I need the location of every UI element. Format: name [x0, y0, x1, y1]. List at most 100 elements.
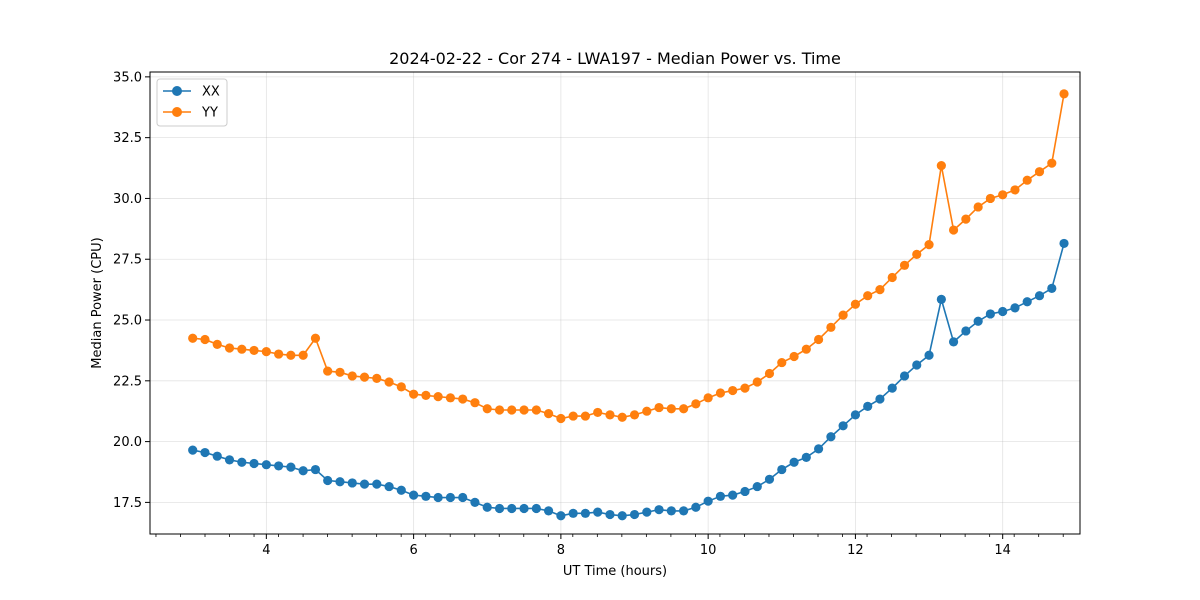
series-xx-point	[445, 492, 456, 503]
series-yy-point	[703, 393, 713, 403]
series-xx-point	[1010, 303, 1020, 313]
series-xx-point	[200, 447, 210, 458]
series-xx-point	[850, 410, 861, 420]
series-xx-point	[372, 479, 382, 489]
series-yy-point	[200, 334, 210, 345]
series-xx-point	[458, 492, 468, 503]
series-xx-point	[494, 503, 505, 514]
series-yy-point	[556, 413, 566, 424]
series-yy-point	[188, 333, 198, 343]
series-yy-point	[617, 412, 627, 422]
series-xx-point	[740, 486, 750, 497]
series-xx-point	[777, 464, 787, 475]
series-yy-point	[801, 344, 811, 354]
series-yy-point	[384, 377, 394, 387]
series-xx-point	[948, 337, 959, 347]
series-yy-point	[274, 349, 284, 359]
series-xx-point	[249, 458, 259, 469]
series-yy-point	[580, 411, 591, 421]
series-yy-point	[629, 410, 640, 420]
series-yy-point	[335, 367, 345, 377]
legend-xx-marker	[172, 86, 182, 96]
series-xx-point	[335, 477, 345, 487]
series-xx-point	[323, 475, 333, 486]
series-xx-point	[703, 496, 713, 506]
series-yy-point	[470, 398, 480, 408]
series-yy-point	[593, 407, 603, 418]
x-tick-label: 6	[409, 543, 417, 558]
series-yy-point	[421, 390, 431, 400]
series-xx-point	[1022, 297, 1032, 307]
series-yy-point	[924, 240, 934, 250]
y-tick-label: 22.5	[113, 374, 142, 389]
series-yy-point	[372, 373, 382, 383]
series-xx-point	[728, 490, 738, 500]
series-xx-point	[826, 432, 836, 442]
series-yy-point	[310, 333, 321, 343]
legend-yy-marker	[172, 107, 182, 117]
series-yy-point	[936, 161, 946, 171]
series-yy-point	[445, 393, 456, 403]
series-xx-point	[985, 309, 995, 319]
series-yy-point	[838, 310, 848, 320]
series-xx-point	[789, 457, 799, 467]
legend-yy-label: YY	[201, 106, 218, 121]
series-yy-point	[323, 366, 333, 376]
series-xx-point	[396, 485, 406, 495]
series-yy-point	[1059, 89, 1069, 99]
series-yy-point	[715, 388, 726, 398]
series-xx-point	[580, 508, 591, 518]
series-yy-point	[409, 389, 419, 399]
series-yy-point	[642, 406, 652, 416]
series-xx-point	[752, 481, 762, 492]
y-tick-label: 35.0	[113, 70, 142, 85]
series-yy-point	[875, 285, 885, 295]
series-xx-point	[998, 306, 1008, 317]
series-yy-point	[887, 272, 897, 283]
series-yy-point	[948, 225, 959, 235]
series-xx-point	[470, 497, 480, 507]
series-yy-point	[224, 343, 235, 353]
x-tick-label: 10	[700, 543, 717, 558]
series-xx-point	[642, 507, 652, 517]
series-xx-point	[924, 350, 934, 360]
series-xx-point	[605, 509, 615, 520]
series-yy-point	[1010, 185, 1020, 195]
series-yy-point	[691, 399, 701, 409]
series-xx-point	[961, 326, 971, 336]
series-yy-point	[764, 368, 775, 379]
series-xx-point	[1059, 238, 1069, 249]
series-xx-point	[310, 464, 321, 475]
series-yy-point	[494, 405, 505, 415]
series-xx-point	[593, 507, 603, 517]
series-xx-point	[224, 455, 235, 465]
series-xx-point	[261, 460, 271, 470]
series-yy-point	[740, 383, 750, 393]
series-xx-point	[715, 491, 726, 501]
series-xx-point	[654, 505, 664, 515]
series-yy-point	[605, 410, 615, 420]
series-yy-point	[507, 405, 517, 415]
series-yy-point	[347, 371, 357, 381]
series-yy-point	[863, 291, 873, 301]
x-axis-label: UT Time (hours)	[563, 564, 667, 579]
series-xx-point	[1047, 283, 1057, 294]
series-xx-point	[286, 462, 296, 472]
series-yy-point	[912, 249, 922, 259]
series-xx-point	[973, 316, 983, 326]
axis-ticks: 4 6 8 10 12 14 17.5 20.0 22.5 25.0 27.5 30.0 32.5 35.…	[113, 70, 1064, 558]
series-yy-point	[482, 404, 492, 414]
series-xx-point	[801, 452, 811, 463]
series-yy-point	[850, 299, 861, 309]
plot-frame	[149, 71, 1081, 535]
series-yy-point	[249, 345, 259, 356]
series-yy-point	[568, 411, 578, 421]
series-xx-point	[1034, 291, 1045, 301]
y-tick-label: 27.5	[113, 253, 142, 268]
series-xx-point	[212, 451, 222, 461]
series-xx-point	[347, 478, 357, 488]
y-tick-label: 17.5	[113, 496, 142, 511]
series-xx-point	[531, 503, 541, 514]
series-yy-point	[777, 357, 787, 368]
series-xx-point	[568, 508, 578, 518]
